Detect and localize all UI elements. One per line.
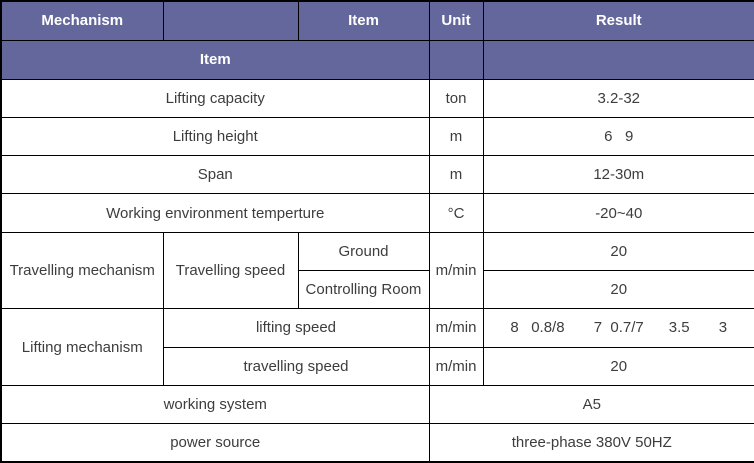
travelling-ground-result: 20 [482,231,754,271]
working-system-item: working system [0,384,430,425]
span-unit: m [428,155,484,195]
travelling-speed-item: travelling speed [162,346,430,386]
header-cell-item: Item [297,0,430,41]
row-lifting-capacity: Lifting capacity ton 3.2-32 [0,78,754,118]
travelling-speed-unit: m/min [428,231,484,310]
lifting-capacity-unit: ton [428,78,484,118]
header-cell-mechanism: Mechanism [0,0,164,41]
row-travelling-speed: travelling speed m/min 20 [1,346,754,386]
lifting-capacity-item: Lifting capacity [0,78,430,118]
row-lifting-speed: Lifting mechanism lifting speed m/min 8 … [0,308,754,386]
travelling-controlling-room-item: Controlling Room [297,269,430,310]
header-cell-result: Result [482,0,754,41]
row-span: Span m 12-30m [0,155,754,195]
row-working-environment: Working environment temperture °C -20~40 [0,193,754,233]
lifting-height-unit: m [428,116,484,157]
lifting-speed-item: lifting speed [162,308,430,348]
subheader-cell-item: Item [0,39,430,80]
lifting-speed-unit: m/min [428,308,484,348]
travelling-speed-label: Travelling speed [162,231,299,310]
row-working-system: working system A5 [0,384,754,425]
working-environment-unit: °C [428,193,484,233]
travelling-speed-result: 20 [482,346,754,386]
working-environment-result: -20~40 [482,193,754,233]
lifting-speed-result: 8 0.8/8 7 0.7/7 3.5 3 [482,308,754,348]
working-system-result: A5 [428,384,754,425]
header-cell-blank [162,0,299,41]
span-result: 12-30m [482,155,754,195]
working-environment-item: Working environment temperture [0,193,430,233]
subheader-cell-unit [428,39,484,80]
header-cell-unit: Unit [428,0,484,41]
subheader-row: Item [0,39,754,80]
row-lifting-height: Lifting height m 6 9 [0,116,754,157]
travelling-ground-item: Ground [297,231,430,271]
row-power-source: power source three-phase 380V 50HZ [0,423,754,463]
span-item: Span [0,155,430,195]
row-travelling-ground: Travelling mechanism Travelling speed Gr… [0,231,754,310]
travelling-speed-unit-2: m/min [428,346,484,386]
lifting-capacity-result: 3.2-32 [482,78,754,118]
power-source-result: three-phase 380V 50HZ [428,423,754,463]
power-source-item: power source [0,423,430,463]
header-row: Mechanism Item Unit Result [0,0,754,41]
lifting-height-item: Lifting height [0,116,430,157]
lifting-height-result: 6 9 [482,116,754,157]
lifting-mechanism-label: Lifting mechanism [0,308,164,386]
travelling-controlling-room-result: 20 [482,269,754,310]
subheader-cell-result [482,39,754,80]
travelling-mechanism-label: Travelling mechanism [0,231,164,310]
